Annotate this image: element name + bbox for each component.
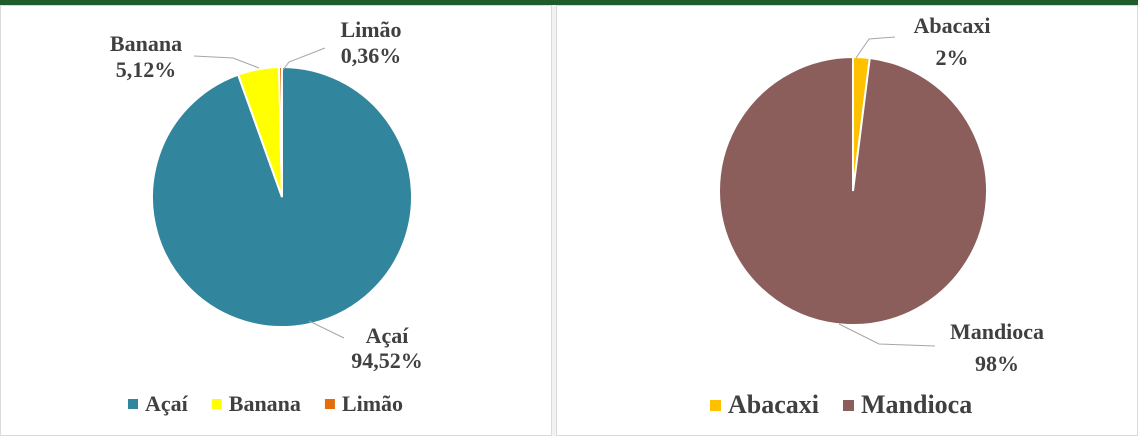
data-label-value-abacaxi: 2% [936,45,969,70]
legend-label-abacaxi: Abacaxi [728,390,819,419]
legend-swatch-mandioca [843,400,854,411]
data-label-name-mandioca: Mandioca [950,319,1044,344]
legend-swatch-limao [324,399,335,409]
data-label-name-banana: Banana [110,31,182,56]
chart-panel-right: Abacaxi 2% Mandioca 98% Abacaxi Mandioca [556,5,1138,436]
leader-line-acai [308,320,345,339]
legend-swatch-abacaxi [710,400,721,411]
data-label-value-acai: 94,52% [351,348,423,373]
panel-divider [552,5,556,436]
leader-line-limao [282,47,326,71]
top-border [0,0,1138,5]
legend-swatch-acai [128,399,138,409]
legend: Abacaxi Mandioca [710,390,972,419]
legend: Açaí Banana Limão [128,391,403,416]
data-label-value-limao: 0,36% [341,43,402,68]
data-label-value-banana: 5,12% [116,57,177,82]
legend-swatch-banana [211,399,222,409]
data-label-name-abacaxi: Abacaxi [914,13,991,38]
pie-slice-mandioca [718,55,988,326]
leader-line-mandioca [838,323,936,347]
chart-panel-left: Açaí 94,52% Banana 5,12% Limão 0,36% Açaí Banan… [0,5,552,436]
leader-line-abacaxi [855,36,896,59]
data-label-name-acai: Açaí [366,323,410,348]
legend-label-limao: Limão [342,391,403,416]
data-label-value-mandioca: 98% [975,351,1019,376]
pie-slice-limao [278,65,283,198]
data-label-name-limao: Limão [340,17,401,42]
legend-label-banana: Banana [229,391,301,416]
leader-line-banana [193,55,260,69]
legend-label-mandioca: Mandioca [861,390,972,419]
legend-label-acai: Açaí [145,391,189,416]
